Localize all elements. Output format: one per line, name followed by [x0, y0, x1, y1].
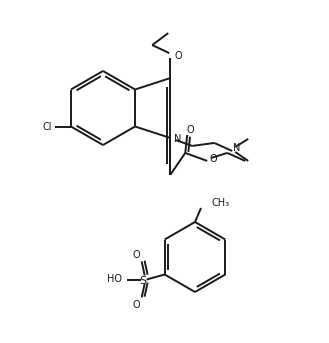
Text: O: O: [187, 125, 194, 135]
Text: N: N: [233, 143, 240, 153]
Text: CH₃: CH₃: [211, 198, 229, 208]
Text: O: O: [133, 299, 140, 309]
Text: O: O: [210, 154, 217, 164]
Text: O: O: [133, 249, 140, 260]
Text: N: N: [173, 134, 181, 144]
Text: O: O: [174, 51, 182, 61]
Text: S: S: [139, 276, 146, 286]
Text: HO: HO: [107, 274, 122, 284]
Text: Cl: Cl: [42, 121, 52, 131]
